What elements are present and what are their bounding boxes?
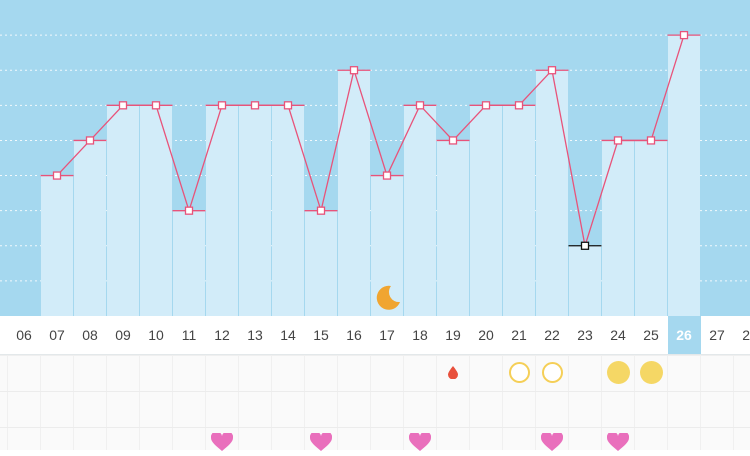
data-point-14[interactable] [285,102,292,109]
heart-icon[interactable] [409,433,431,449]
day-bar-26[interactable] [668,35,700,316]
day-label-14[interactable]: 14 [272,316,305,354]
day-label-07[interactable]: 07 [41,316,74,354]
data-point-12[interactable] [219,102,226,109]
day-bar-14[interactable] [272,105,304,316]
day-bar-18[interactable] [404,105,436,316]
heart-icon[interactable] [310,433,332,449]
day-bar-24[interactable] [602,140,634,316]
day-label-16[interactable]: 16 [338,316,371,354]
day-label-06[interactable]: 06 [8,316,41,354]
data-point-26[interactable] [681,32,688,39]
data-point-08[interactable] [87,137,94,144]
day-bar-20[interactable] [470,105,502,316]
data-point-18[interactable] [417,102,424,109]
day-label-18[interactable]: 18 [404,316,437,354]
data-point-22[interactable] [549,67,556,74]
data-point-24[interactable] [615,137,622,144]
heart-icon[interactable] [541,433,563,449]
data-point-13[interactable] [252,102,259,109]
data-point-17[interactable] [384,172,391,179]
day-bar-08[interactable] [74,140,106,316]
day-bar-15[interactable] [305,211,337,316]
day-label-10[interactable]: 10 [140,316,173,354]
day-bar-09[interactable] [107,105,139,316]
chart-canvas [0,0,750,316]
day-label-24[interactable]: 24 [602,316,635,354]
day-label-12[interactable]: 12 [206,316,239,354]
day-bar-22[interactable] [536,70,568,316]
grid-row-divider [0,391,750,392]
data-point-07[interactable] [54,172,61,179]
data-point-19[interactable] [450,137,457,144]
day-bar-23[interactable] [569,246,601,316]
data-point-20[interactable] [483,102,490,109]
day-label-20[interactable]: 20 [470,316,503,354]
day-bar-25[interactable] [635,140,667,316]
day-label-09[interactable]: 09 [107,316,140,354]
day-label-21[interactable]: 21 [503,316,536,354]
data-point-23[interactable] [582,242,589,249]
data-point-21[interactable] [516,102,523,109]
day-label-11[interactable]: 11 [173,316,206,354]
day-label-15[interactable]: 15 [305,316,338,354]
symptom-grid [0,355,750,450]
drop-icon[interactable] [448,366,458,378]
day-label-26[interactable]: 26 [668,316,701,354]
grid-row-divider [0,427,750,428]
data-point-10[interactable] [153,102,160,109]
day-bar-10[interactable] [140,105,172,316]
heart-icon[interactable] [607,433,629,449]
day-label-19[interactable]: 19 [437,316,470,354]
data-point-25[interactable] [648,137,655,144]
day-label-22[interactable]: 22 [536,316,569,354]
day-label-28[interactable]: 28 [734,316,750,354]
day-label-27[interactable]: 27 [701,316,734,354]
temperature-chart[interactable] [0,0,750,316]
heart-icon[interactable] [211,433,233,449]
day-bar-13[interactable] [239,105,271,316]
day-label-25[interactable]: 25 [635,316,668,354]
data-point-15[interactable] [318,207,325,214]
empty-circle-icon[interactable] [509,362,530,383]
day-label-13[interactable]: 13 [239,316,272,354]
data-point-09[interactable] [120,102,127,109]
filled-circle-icon[interactable] [607,361,630,384]
day-label-08[interactable]: 08 [74,316,107,354]
day-label-17[interactable]: 17 [371,316,404,354]
filled-circle-icon[interactable] [640,361,663,384]
empty-circle-icon[interactable] [542,362,563,383]
data-point-16[interactable] [351,67,358,74]
day-bar-12[interactable] [206,105,238,316]
data-point-11[interactable] [186,207,193,214]
day-bar-19[interactable] [437,140,469,316]
day-bar-07[interactable] [41,176,73,316]
day-label-23[interactable]: 23 [569,316,602,354]
day-bar-21[interactable] [503,105,535,316]
day-bar-11[interactable] [173,211,205,316]
